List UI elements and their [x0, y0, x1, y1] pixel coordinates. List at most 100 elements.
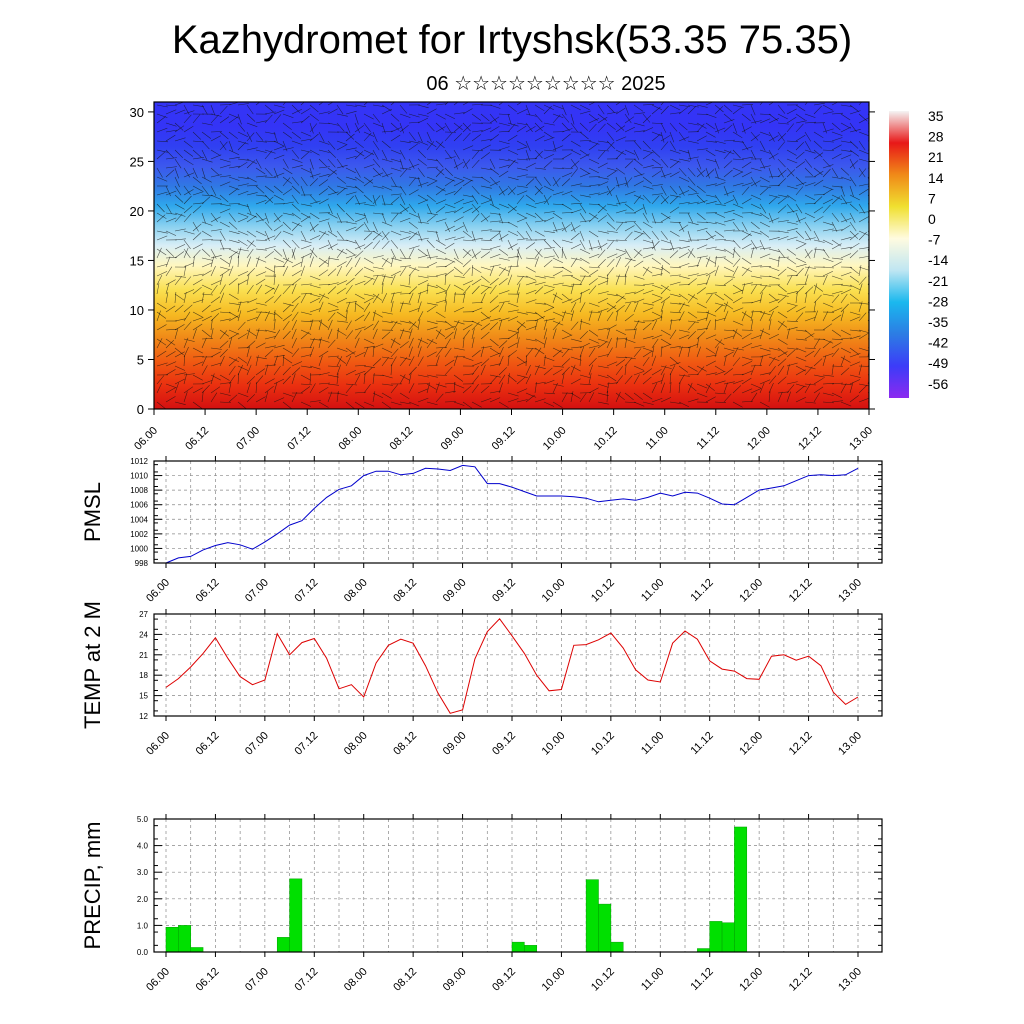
wind-barb — [723, 190, 735, 196]
wind-barb — [777, 122, 789, 125]
wind-barb — [210, 212, 218, 222]
wind-barb — [291, 270, 302, 277]
wind-barb — [552, 257, 564, 263]
wind-barb — [660, 248, 673, 250]
wind-barb — [660, 329, 671, 336]
wind-barb — [633, 320, 645, 323]
wind-barb — [831, 239, 842, 247]
wind-barb — [615, 222, 624, 232]
wind-barb — [624, 248, 631, 259]
wind-barb — [318, 301, 324, 313]
precip-bar — [178, 925, 191, 953]
wind-barb — [183, 373, 195, 376]
wind-barb — [471, 285, 480, 295]
wind-barb — [741, 243, 752, 250]
wind-barb — [363, 176, 374, 184]
wind-barb — [831, 167, 839, 178]
wind-barb — [480, 358, 490, 367]
wind-barb — [246, 256, 251, 268]
wind-barb — [354, 280, 366, 286]
wind-barb — [687, 398, 699, 403]
wind-barb — [732, 247, 736, 259]
wind-barb — [291, 212, 302, 220]
wind-barb — [840, 284, 852, 287]
wind-barb — [489, 194, 494, 206]
wind-barb — [606, 212, 615, 222]
x-tick-label: 08.00 — [342, 577, 370, 605]
wind-barb — [822, 340, 832, 349]
x-tick-label: 07.00 — [243, 577, 271, 605]
wind-barb — [318, 319, 323, 331]
wind-barb — [732, 329, 743, 337]
wind-barb — [570, 221, 576, 233]
wind-barb — [228, 394, 238, 403]
wind-barb — [282, 131, 293, 139]
wind-barb — [381, 240, 390, 250]
wind-barb — [750, 284, 758, 295]
panel-frame — [153, 460, 883, 564]
wind-barb — [615, 275, 628, 278]
wind-barb — [615, 337, 618, 349]
wind-barb — [633, 167, 643, 176]
wind-barb — [219, 374, 230, 381]
wind-barb — [228, 230, 240, 235]
wind-barb — [624, 364, 627, 376]
wind-barb — [237, 176, 249, 180]
wind-barb — [822, 270, 834, 277]
wind-barb — [192, 256, 195, 268]
wind-barb — [732, 373, 745, 376]
wind-barb — [408, 177, 417, 187]
wind-barb — [525, 289, 537, 295]
wind-barb — [660, 343, 672, 349]
wind-barb — [417, 158, 427, 166]
wind-barb — [480, 215, 491, 223]
wind-barb — [579, 266, 590, 274]
wind-barb — [723, 239, 735, 242]
wind-barb — [408, 366, 417, 376]
colorbar-label: -21 — [928, 273, 948, 289]
wind-barb — [381, 357, 389, 367]
wind-barb — [480, 185, 492, 189]
wind-barb — [840, 329, 851, 336]
wind-barb — [183, 292, 187, 304]
wind-barb — [849, 230, 858, 239]
wind-barb — [840, 122, 851, 129]
wind-barb — [858, 302, 869, 305]
wind-barb — [507, 392, 519, 397]
wind-barb — [543, 176, 551, 186]
wind-barb — [561, 311, 573, 315]
wind-barb — [336, 287, 347, 295]
wind-barb — [642, 253, 654, 259]
wind-barb — [597, 149, 610, 152]
wind-barb — [633, 320, 640, 331]
wind-barb — [336, 230, 344, 240]
wind-barb — [858, 203, 865, 214]
wind-barb — [489, 126, 500, 133]
wind-barb — [399, 168, 408, 178]
wind-barb — [624, 203, 634, 211]
wind-barb — [282, 177, 291, 187]
wind-barb — [741, 233, 752, 241]
wind-barb — [696, 317, 708, 322]
wind-barb — [165, 134, 176, 142]
wind-barb — [651, 266, 663, 271]
wind-barb — [156, 362, 168, 367]
wind-barb — [804, 140, 811, 151]
wind-barb — [615, 366, 623, 376]
wind-barb — [849, 242, 860, 250]
wind-barb — [219, 292, 225, 304]
x-tick-label: 06.00 — [144, 966, 172, 994]
wind-barb — [534, 319, 539, 331]
wind-barb — [417, 279, 429, 286]
wind-barb — [804, 401, 816, 404]
wind-barb — [759, 113, 772, 115]
wind-barb — [300, 383, 313, 386]
wind-barb — [408, 245, 420, 250]
wind-barb — [192, 323, 203, 331]
wind-barb — [660, 346, 663, 358]
wind-barb — [732, 194, 739, 205]
wind-barb — [777, 205, 787, 214]
wind-barb — [651, 158, 662, 166]
wind-barb — [183, 189, 194, 196]
wind-barb — [705, 169, 715, 178]
